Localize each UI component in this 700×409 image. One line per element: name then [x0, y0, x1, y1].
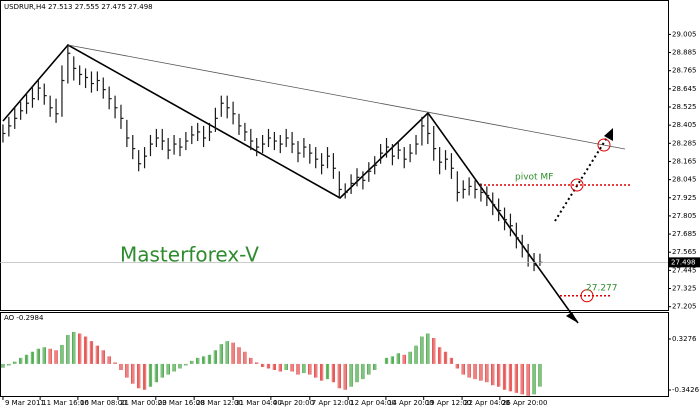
indicator-title: AO -0.2984	[4, 314, 44, 322]
x-tick-label: 7 Apr 12:00	[312, 399, 353, 407]
resistance-line	[67, 44, 626, 150]
y-tick-label: 28.525	[672, 103, 697, 111]
x-tick-label: 28 Mar 12:00	[196, 399, 243, 407]
x-tick-label: 12 Apr 04:00	[350, 399, 396, 407]
circle	[597, 138, 611, 152]
indicator-panel	[0, 312, 669, 397]
arrow-head	[566, 312, 578, 323]
y-tick-label: 27.565	[672, 248, 697, 256]
circle	[570, 178, 584, 192]
y-tick-label: 28.045	[672, 176, 697, 184]
y-tick-label: 27.925	[672, 194, 697, 202]
y-tick-label: 27.805	[672, 212, 697, 220]
x-tick-label: 9 Mar 2011	[5, 399, 45, 407]
x-tick-label: 14 Apr 20:00	[388, 399, 434, 407]
y-tick-label: 28.645	[672, 85, 697, 93]
x-tick-label: 31 Mar 04:00	[235, 399, 282, 407]
chart-title: USDRUR,H4 27.513 27.555 27.475 27.498	[4, 3, 153, 11]
y-tick-label: -0.3426	[672, 386, 700, 394]
arrow-head	[604, 128, 613, 141]
y-tick-label: 27.205	[672, 303, 697, 311]
x-tick-label: 19 Apr 12:00	[426, 399, 472, 407]
zigzag	[2, 43, 579, 324]
trend-lines	[2, 43, 630, 324]
y-tick-label: 29.005	[672, 30, 697, 38]
y-tick-label: 28.285	[672, 139, 697, 147]
price-label: 27.498	[671, 258, 696, 266]
x-tick-label: 22 Apr 04:00	[464, 399, 510, 407]
y-tick-label: 28.405	[672, 121, 697, 129]
price-box	[669, 257, 700, 268]
x-tick-label: 4 Apr 20:00	[273, 399, 314, 407]
y-tick-label: 28.165	[672, 157, 697, 165]
price-panel	[0, 0, 669, 311]
pivot-label: pivot MF	[515, 173, 553, 183]
y-tick-label: 28.765	[672, 67, 697, 75]
y-tick-label: 27.685	[672, 230, 697, 238]
x-tick-label: 11 Mar 16:00	[42, 399, 89, 407]
y-tick-label: 27.325	[672, 285, 697, 293]
target-label: 27.277	[586, 283, 618, 293]
x-tick-label: 16 Mar 08:00	[80, 399, 127, 407]
projection	[554, 135, 609, 222]
circle	[580, 289, 594, 303]
y-tick-label: 27.445	[672, 266, 697, 274]
y-tick-label: 28.885	[672, 49, 697, 57]
watermark: Masterforex-V	[120, 243, 259, 267]
x-tick-label: 23 Mar 16:00	[158, 399, 205, 407]
y-tick-label: 0.3276	[672, 335, 697, 343]
x-tick-label: 21 Mar 00:00	[120, 399, 167, 407]
x-tick-label: 26 Apr 20:00	[502, 399, 548, 407]
